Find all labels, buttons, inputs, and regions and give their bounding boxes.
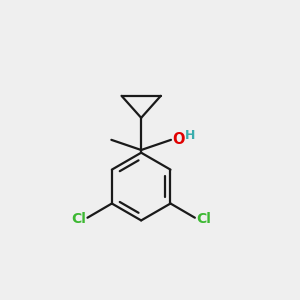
Text: O: O (172, 132, 184, 147)
Text: H: H (184, 129, 195, 142)
Text: Cl: Cl (71, 212, 86, 226)
Text: Cl: Cl (196, 212, 211, 226)
